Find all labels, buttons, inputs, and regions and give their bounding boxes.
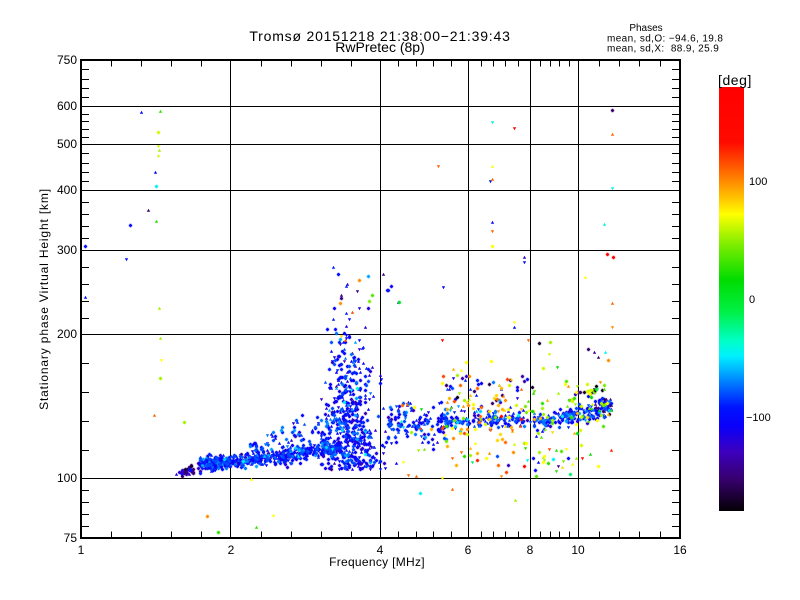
svg-text:1: 1 [78, 543, 85, 557]
svg-text:Stationary phase Virtual Heigh: Stationary phase Virtual Height [km] [37, 188, 51, 410]
svg-text:Tromsø 20151218 21:38:00−21:39: Tromsø 20151218 21:38:00−21:39:43 [249, 28, 510, 44]
svg-text:6: 6 [465, 543, 472, 557]
svg-text:10: 10 [571, 543, 585, 557]
svg-text:100: 100 [57, 471, 77, 485]
svg-text:−100: −100 [746, 412, 771, 424]
svg-text:4: 4 [377, 543, 384, 557]
svg-text:RwPretec (8p): RwPretec (8p) [335, 39, 424, 55]
svg-text:mean, sd,O: −94.6, 19.8: mean, sd,O: −94.6, 19.8 [607, 34, 723, 45]
svg-text:300: 300 [57, 243, 77, 257]
svg-text:16: 16 [673, 543, 687, 557]
svg-text:mean, sd,X: 88.9, 25.9: mean, sd,X: 88.9, 25.9 [607, 44, 719, 55]
svg-text:2: 2 [228, 543, 235, 557]
svg-text:500: 500 [57, 137, 77, 151]
svg-text:200: 200 [57, 327, 77, 341]
svg-text:Frequency [MHz]: Frequency [MHz] [329, 555, 425, 569]
svg-text:75: 75 [64, 531, 78, 545]
svg-text:400: 400 [57, 183, 77, 197]
svg-text:750: 750 [57, 53, 77, 67]
svg-text:600: 600 [57, 99, 77, 113]
svg-text:[deg]: [deg] [718, 72, 752, 88]
svg-text:100: 100 [749, 176, 767, 188]
svg-text:8: 8 [527, 543, 534, 557]
svg-text:0: 0 [749, 294, 755, 306]
svg-text:Phases: Phases [629, 23, 662, 34]
